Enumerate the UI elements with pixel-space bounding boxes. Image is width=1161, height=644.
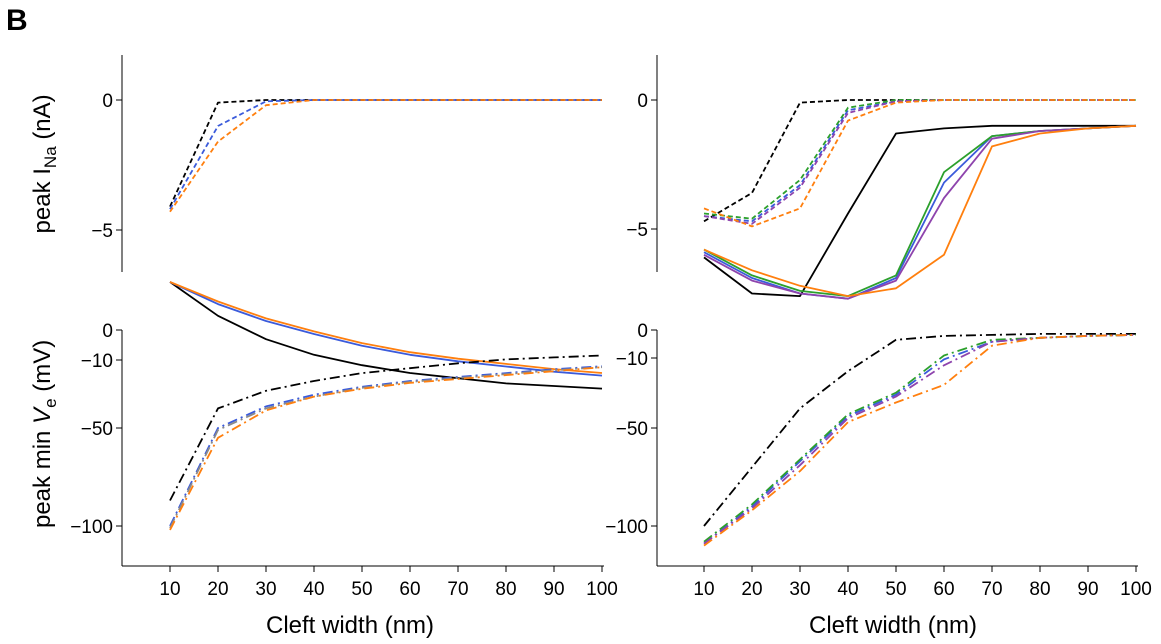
x-tick-label: 60 [933,579,954,600]
y-tick-label: −50 [616,419,648,440]
x-tick-label: 70 [447,579,468,600]
x-tick-label: 40 [303,579,324,600]
x-tick-label: 50 [885,579,906,600]
x-tick-label: 100 [586,579,618,600]
x-tick-label: 10 [159,579,180,600]
series-line-black-solid [169,281,603,390]
y-tick-label: 0 [637,321,648,342]
x-tick-label: 90 [543,579,564,600]
x-tick-label: 80 [495,579,516,600]
x-tick-label: 30 [255,579,276,600]
series-line-blue-dashdot [703,334,1137,545]
x-tick-label: 60 [399,579,420,600]
x-tick-label: 80 [1029,579,1050,600]
x-tick-label: 20 [207,579,228,600]
series-line-black-solid [703,124,1136,298]
series-line-purple-dashdot [703,334,1137,545]
panel-label: B [6,4,28,37]
y-tick-label: −100 [70,517,113,538]
series-line-green-dashed [703,99,1136,220]
series-line-orange-solid [703,124,1137,298]
series-line-purple-solid [703,124,1137,300]
x-tick-label: 90 [1077,579,1098,600]
y-tick-label: −5 [626,220,648,241]
x-tick-label: 40 [837,579,858,600]
series-line-black-dashed [703,99,1136,223]
series-line-orange-solid [169,281,603,374]
series-line-orange-dashdot [703,334,1137,547]
series-line-gray-dashdot [169,366,603,529]
series-line-blue-solid [169,281,603,377]
series-line-black-dashdot [169,354,603,501]
series-line-black-dashed [169,99,602,207]
series-line-green-dashdot [703,334,1137,543]
y-tick-label: −10 [616,349,648,370]
series-line-orange-dashed [169,99,602,213]
y-tick-label: 0 [102,321,113,342]
x-tick-label: 20 [741,579,762,600]
series-line-blue-dashdot [169,365,603,527]
y-tick-label: −5 [91,221,113,242]
x-tick-label: 50 [351,579,372,600]
x-tick-label: 10 [693,579,714,600]
x-tick-label: 30 [789,579,810,600]
x-tick-label: 100 [1120,579,1152,600]
series-line-blue-dashed [169,99,602,210]
y-tick-label: −50 [81,419,113,440]
x-axis-label-left: Cleft width (nm) [266,612,435,639]
y-tick-label: 0 [637,91,648,112]
x-tick-label: 70 [981,579,1002,600]
y-tick-label: −100 [605,517,648,538]
y-tick-label: 0 [102,91,113,112]
series-line-orange-dashed [703,99,1136,228]
x-axis-label-right: Cleft width (nm) [809,612,978,639]
series-line-orange-dashdot [169,366,603,531]
y-tick-label: −10 [81,351,113,372]
